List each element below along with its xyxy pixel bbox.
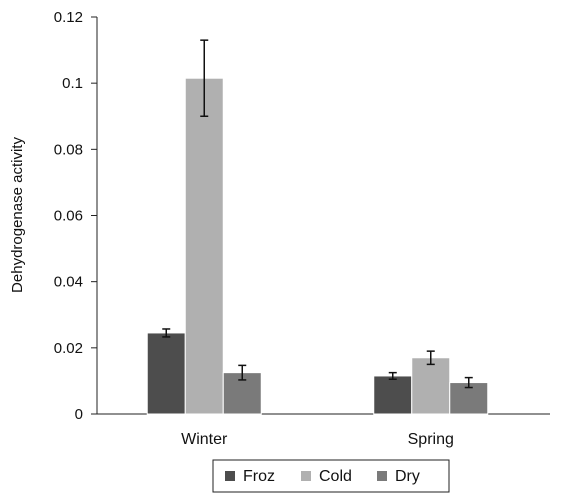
legend-label-cold: Cold xyxy=(319,468,352,485)
bar-froz-winter xyxy=(146,332,186,415)
legend-label-dry: Dry xyxy=(395,468,420,485)
bar-cold-winter xyxy=(184,77,224,415)
x-tick-label: Winter xyxy=(181,431,228,448)
y-tick-label: 0.06 xyxy=(54,208,83,225)
axes: 0 0.02 0.04 0.06 0.08 0.1 0.12 xyxy=(54,9,550,423)
legend-swatch-cold xyxy=(301,471,311,481)
y-tick-label: 0.02 xyxy=(54,340,83,357)
legend-swatch-froz xyxy=(225,471,235,481)
legend: Froz Cold Dry xyxy=(212,459,450,493)
y-axis-label-group: Dehydrogenase activity xyxy=(9,137,26,293)
y-tick-label: 0.04 xyxy=(54,274,83,291)
bar-cold-spring xyxy=(411,357,451,415)
y-tick-label: 0.1 xyxy=(62,75,83,92)
bar-froz-spring xyxy=(373,375,413,415)
bars xyxy=(146,77,489,415)
y-tick-label: 0.08 xyxy=(54,141,83,158)
x-tick-label: Spring xyxy=(408,431,454,448)
y-tick-label: 0 xyxy=(75,406,83,423)
error-bars xyxy=(162,39,473,389)
y-axis-label: Dehydrogenase activity xyxy=(9,137,26,293)
legend-label-froz: Froz xyxy=(243,468,275,485)
y-tick-label: 0.12 xyxy=(54,9,83,26)
legend-box xyxy=(212,459,450,493)
x-tick-labels: Winter Spring xyxy=(181,431,454,448)
legend-swatch-dry xyxy=(377,471,387,481)
